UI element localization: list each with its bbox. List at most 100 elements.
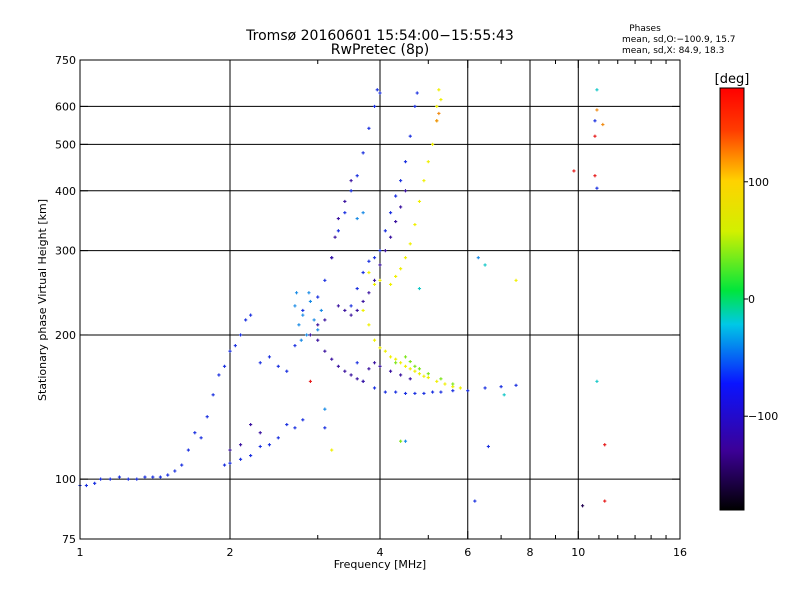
data-point	[439, 377, 443, 381]
data-point	[415, 91, 419, 95]
data-point	[349, 373, 353, 377]
data-point	[408, 359, 412, 364]
data-point	[238, 443, 243, 447]
data-point	[276, 436, 280, 440]
data-point	[403, 391, 408, 396]
x-tick-label: 2	[227, 546, 234, 559]
data-point	[426, 160, 430, 164]
data-point	[361, 308, 365, 313]
data-point	[285, 422, 289, 427]
data-point	[603, 443, 607, 447]
data-point	[319, 308, 323, 313]
data-point	[267, 443, 272, 447]
data-point	[476, 256, 480, 260]
data-point	[126, 477, 130, 481]
data-point	[378, 278, 382, 282]
data-point	[323, 426, 327, 430]
data-point	[108, 477, 112, 481]
data-point	[408, 377, 412, 381]
data-point	[483, 263, 487, 267]
data-point	[399, 205, 403, 209]
data-point	[258, 361, 262, 365]
data-point	[378, 346, 382, 350]
data-point	[595, 108, 599, 112]
colorbar-tick-label: 0	[748, 293, 755, 306]
data-point	[84, 483, 88, 488]
data-point	[343, 369, 347, 373]
data-point	[430, 390, 435, 394]
data-point	[301, 313, 305, 317]
data-point	[593, 119, 597, 123]
data-point	[378, 91, 382, 95]
data-point	[276, 364, 280, 368]
data-point	[355, 174, 359, 178]
data-point	[443, 382, 447, 386]
data-point	[299, 338, 303, 342]
data-point	[143, 475, 147, 479]
data-point	[603, 499, 607, 503]
x-tick-label: 8	[527, 546, 534, 559]
data-point	[151, 475, 155, 479]
data-point	[372, 386, 377, 390]
data-point	[430, 142, 435, 146]
data-point	[437, 111, 441, 116]
y-tick-label: 300	[55, 245, 76, 258]
x-tick-label: 16	[673, 546, 687, 559]
data-point	[349, 189, 353, 193]
data-point	[388, 369, 393, 373]
data-point	[294, 291, 299, 295]
data-point	[330, 256, 334, 260]
data-point	[323, 318, 327, 322]
data-point	[378, 249, 382, 253]
data-points	[78, 88, 607, 508]
data-point	[336, 304, 340, 308]
y-axis-label: Stationary phase Virtual Height [km]	[36, 199, 49, 401]
data-point	[117, 475, 122, 479]
data-point	[383, 229, 387, 233]
data-point	[413, 222, 417, 227]
data-point	[367, 323, 371, 327]
data-point	[238, 333, 243, 337]
data-point	[601, 122, 605, 127]
data-point	[293, 344, 297, 348]
data-point	[355, 308, 359, 313]
data-point	[593, 174, 597, 178]
data-point	[413, 104, 417, 109]
data-point	[437, 88, 441, 92]
data-point	[330, 448, 334, 452]
data-point	[422, 179, 426, 183]
data-point	[355, 286, 359, 291]
data-point	[499, 385, 503, 389]
data-point	[403, 439, 408, 443]
data-point	[305, 333, 309, 337]
x-tick-label: 6	[464, 546, 471, 559]
data-point	[367, 291, 371, 295]
data-point	[483, 386, 487, 390]
data-point	[193, 431, 197, 435]
data-point	[217, 373, 221, 377]
data-point	[403, 364, 408, 368]
data-point	[135, 477, 139, 481]
data-point	[451, 382, 455, 386]
data-point	[394, 390, 398, 394]
data-point	[394, 194, 398, 198]
data-point	[417, 372, 422, 376]
stats-o-line: mean, sd,O:−100.9, 15.7	[622, 35, 736, 45]
data-point	[408, 134, 412, 138]
data-point	[439, 97, 443, 102]
data-point	[388, 235, 393, 239]
data-point	[258, 431, 262, 435]
data-point	[417, 367, 422, 371]
data-point	[595, 88, 599, 92]
tick-labels: 1 2 4 6 8 10 16 75 100 200 300 400 500 600 750	[55, 54, 687, 559]
data-point	[439, 390, 443, 394]
data-point	[316, 323, 320, 327]
data-point	[502, 393, 506, 397]
y-tick-label: 200	[55, 329, 76, 342]
data-point	[285, 369, 289, 373]
data-point	[367, 126, 371, 130]
y-tick-label: 75	[62, 533, 76, 546]
data-point	[383, 349, 387, 353]
